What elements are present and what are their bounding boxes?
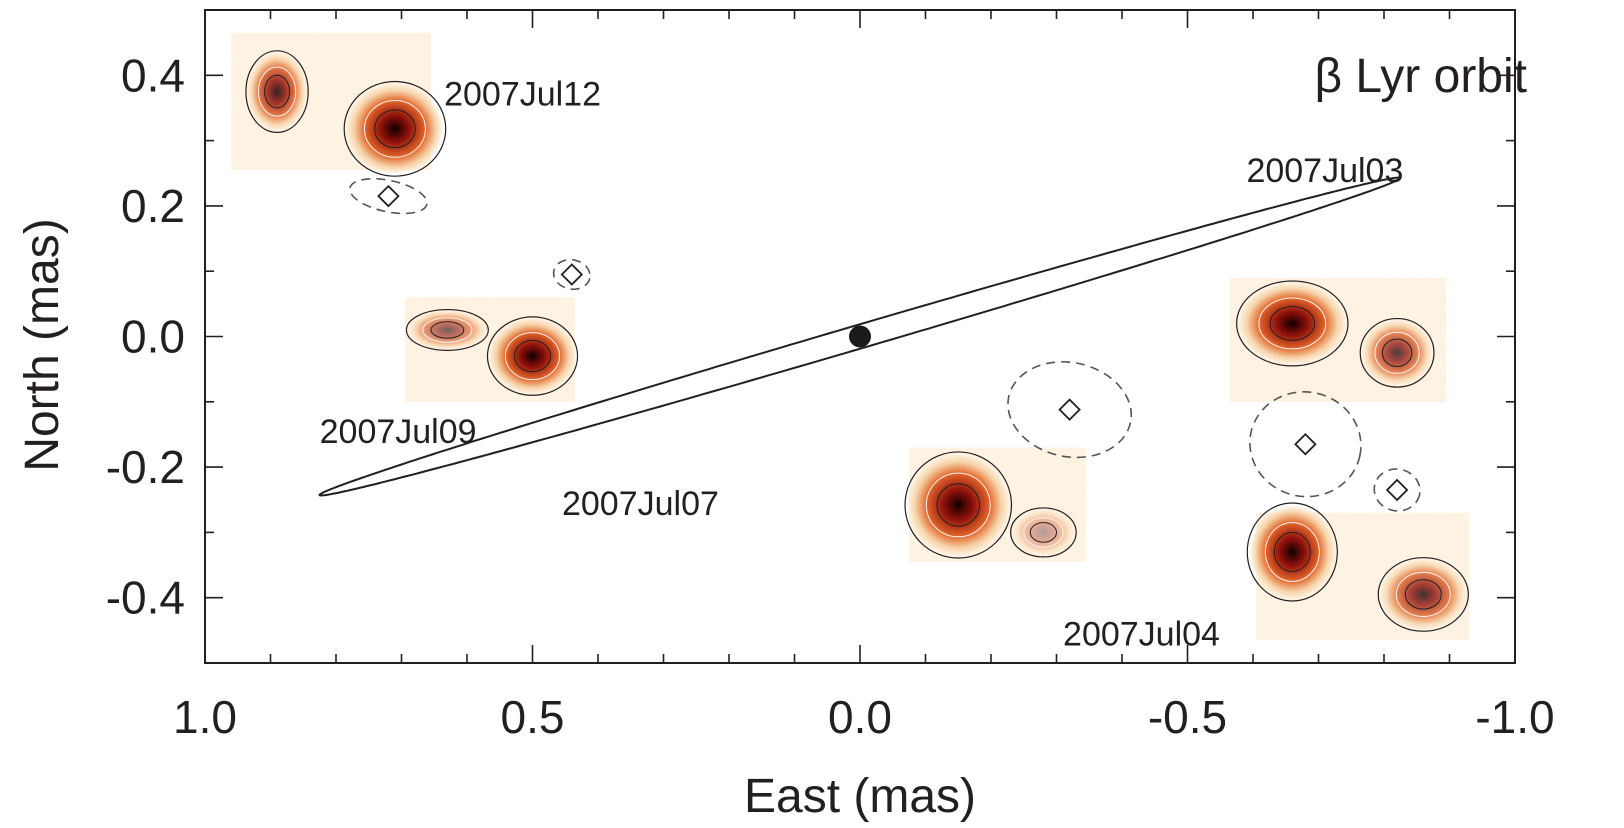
contour-mid	[1023, 517, 1064, 548]
intensity-blob	[1361, 319, 1433, 386]
intensity-blob	[489, 318, 576, 394]
intensity-blob	[408, 310, 487, 350]
measurement-diamond	[1294, 432, 1317, 456]
contour-mid	[504, 332, 561, 381]
image-date-label: 2007Jul12	[444, 76, 601, 114]
error-ellipse	[1249, 391, 1362, 498]
x-tick-label: 0.0	[828, 691, 892, 743]
measurement-diamond	[560, 263, 584, 286]
contour-mid	[1395, 571, 1451, 617]
contour-inner	[430, 321, 465, 339]
contour-outer	[1377, 557, 1469, 632]
intensity-blob	[1238, 282, 1346, 365]
y-tick-label: -0.4	[106, 572, 185, 624]
measurement-diamond	[377, 184, 400, 208]
error-ellipse	[552, 258, 591, 291]
y-tick-label: -0.2	[106, 441, 185, 493]
y-axis-label: North (mas)	[16, 218, 69, 471]
image-date-label: 2007Jul07	[562, 485, 719, 523]
contour-inner	[1029, 522, 1058, 543]
x-axis-label: East (mas)	[744, 770, 976, 823]
intensity-blob	[346, 83, 444, 175]
contour-outer	[1359, 317, 1435, 388]
image-2007Jul09	[404, 297, 579, 402]
image-2007Jul12	[231, 32, 447, 177]
contour-mid	[1264, 522, 1320, 582]
contour-inner	[374, 109, 416, 149]
image-2007Jul07	[904, 447, 1086, 562]
error-ellipse	[349, 177, 428, 215]
primary-star-marker	[849, 325, 871, 348]
contour-outer	[486, 316, 579, 396]
contour-inner	[1381, 338, 1413, 368]
image-layer: 2007Jul12 2007Jul09 2007Jul07 2007Jul03 2007…	[231, 32, 1470, 654]
contour-outer	[904, 451, 1013, 559]
contour-inner	[1269, 305, 1316, 341]
y-tick-label: 0.4	[121, 49, 185, 101]
contour-outer	[245, 50, 309, 134]
contour-mid	[257, 66, 297, 117]
image-date-label: 2007Jul03	[1246, 152, 1403, 190]
y-tick-label: 0.0	[121, 311, 185, 363]
x-tick-label: -1.0	[1475, 691, 1554, 743]
intensity-blob	[1011, 508, 1075, 556]
contour-mid	[1258, 297, 1327, 350]
intensity-blob	[907, 454, 1010, 556]
x-tick-label: 1.0	[173, 691, 237, 743]
axes-layer: 1.0 0.5 0.0 -0.5 -1.0 0.4 0.2 0.0 -0.2 -0.4	[106, 9, 1555, 743]
contour-inner	[264, 74, 290, 109]
error-ellipse	[1373, 468, 1421, 512]
contour-outer	[1246, 502, 1338, 602]
intensity-blob	[1249, 504, 1336, 600]
chart-title: β Lyr orbit	[1314, 50, 1527, 103]
image-date-label: 2007Jul09	[320, 413, 477, 451]
contour-mid	[363, 99, 426, 158]
contour-inner	[936, 483, 981, 527]
image-date-label: 2007Jul04	[1063, 616, 1220, 654]
y-tick-label: 0.2	[121, 180, 185, 232]
contour-outer	[343, 80, 447, 177]
measurement-diamond	[1385, 478, 1409, 502]
contour-inner	[513, 339, 552, 373]
orbit-ellipse	[318, 176, 1402, 497]
contour-mid	[925, 472, 991, 538]
image-2007Jul04	[1246, 502, 1470, 641]
intensity-blob	[247, 52, 307, 131]
contour-inner	[1273, 531, 1311, 573]
contour-outer	[405, 308, 489, 351]
contour-inner	[1404, 579, 1442, 610]
intensity-blob	[1380, 559, 1467, 630]
x-tick-label: 0.5	[501, 691, 565, 743]
orbit-layer	[318, 176, 1421, 512]
x-tick-label: -0.5	[1148, 691, 1227, 743]
contour-mid	[1374, 331, 1420, 374]
contour-outer	[1236, 280, 1349, 367]
contour-mid	[422, 317, 473, 343]
error-ellipse	[1007, 361, 1133, 459]
measurement-diamond	[1058, 398, 1081, 421]
contour-outer	[1010, 507, 1077, 558]
image-2007Jul03	[1230, 277, 1447, 402]
